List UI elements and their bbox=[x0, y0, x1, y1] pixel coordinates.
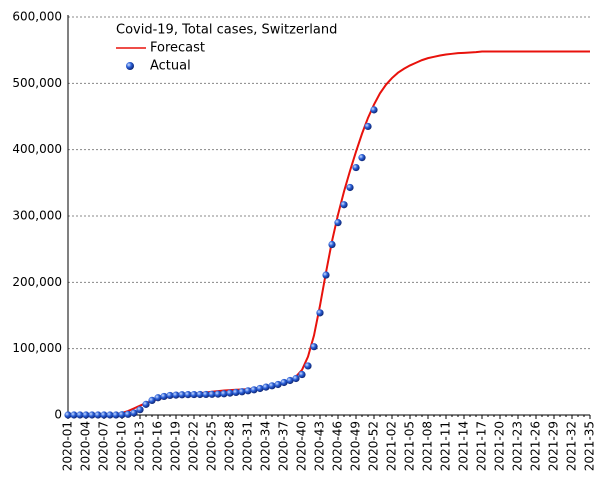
actual-point bbox=[232, 388, 240, 397]
actual-point bbox=[94, 411, 102, 419]
actual-point bbox=[172, 391, 180, 399]
x-tick-label: 2020-01 bbox=[61, 421, 75, 471]
x-tick-label: 2020-34 bbox=[259, 421, 273, 471]
actual-point bbox=[106, 411, 114, 419]
actual-point bbox=[358, 154, 366, 162]
actual-point bbox=[100, 411, 108, 419]
x-tick-label: 2020-49 bbox=[349, 421, 363, 471]
actual-point bbox=[88, 411, 96, 419]
actual-point bbox=[214, 390, 222, 398]
actual-point bbox=[304, 362, 312, 370]
actual-point bbox=[178, 391, 186, 399]
forecast-line bbox=[68, 50, 590, 416]
x-tick-label: 2020-28 bbox=[223, 421, 237, 471]
actual-point bbox=[298, 370, 306, 379]
actual-point bbox=[334, 219, 342, 227]
actual-point bbox=[184, 391, 192, 399]
y-tick-label: 600,000 bbox=[12, 10, 62, 24]
actual-point bbox=[340, 201, 348, 209]
actual-point bbox=[130, 409, 138, 417]
actual-point bbox=[160, 392, 168, 401]
x-tick-label: 2020-43 bbox=[313, 421, 327, 471]
x-tick-label: 2020-31 bbox=[241, 421, 255, 471]
actual-point bbox=[250, 386, 258, 394]
actual-point bbox=[274, 380, 282, 389]
actual-point bbox=[328, 240, 336, 249]
x-tick-label: 2021-11 bbox=[439, 421, 453, 471]
x-tick-label: 2021-02 bbox=[385, 421, 399, 471]
x-tick-label: 2021-20 bbox=[493, 421, 507, 471]
y-tick-label: 200,000 bbox=[12, 275, 62, 289]
actual-point bbox=[322, 271, 330, 279]
actual-point bbox=[76, 411, 84, 419]
actual-point bbox=[244, 387, 252, 395]
x-tick-label: 2020-16 bbox=[151, 421, 165, 471]
x-tick-label: 2020-04 bbox=[79, 421, 93, 471]
x-tick-label: 2020-07 bbox=[97, 421, 111, 471]
legend-marker bbox=[126, 62, 134, 70]
actual-point bbox=[280, 378, 288, 387]
x-tick-label: 2020-19 bbox=[169, 421, 183, 471]
legend-label: Forecast bbox=[150, 41, 205, 56]
x-tick-label: 2020-40 bbox=[295, 421, 309, 471]
actual-point bbox=[346, 183, 354, 192]
x-tick-label: 2020-22 bbox=[187, 421, 201, 471]
actual-point bbox=[64, 411, 72, 419]
legend-title: Covid-19, Total cases, Switzerland bbox=[116, 23, 337, 38]
actual-point bbox=[190, 390, 198, 399]
actual-point bbox=[268, 382, 276, 390]
x-tick-label: 2021-23 bbox=[511, 421, 525, 471]
actual-point bbox=[196, 390, 204, 399]
actual-point bbox=[136, 406, 144, 414]
actual-point bbox=[82, 411, 90, 419]
x-tick-label: 2020-13 bbox=[133, 421, 147, 471]
actual-point bbox=[112, 411, 120, 419]
x-tick-label: 2021-08 bbox=[421, 421, 435, 471]
x-tick-label: 2020-46 bbox=[331, 421, 345, 471]
actual-point bbox=[124, 410, 132, 418]
x-tick-label: 2021-14 bbox=[457, 421, 471, 471]
actual-point bbox=[238, 388, 246, 396]
y-tick-label: 500,000 bbox=[12, 76, 62, 90]
actual-point bbox=[370, 106, 378, 114]
y-tick-label: 400,000 bbox=[12, 142, 62, 156]
x-tick-label: 2021-26 bbox=[529, 421, 543, 471]
actual-point bbox=[364, 122, 372, 131]
y-tick-label: 300,000 bbox=[12, 209, 62, 223]
actual-point bbox=[154, 394, 162, 402]
actual-point bbox=[310, 343, 318, 351]
actual-point bbox=[70, 411, 78, 419]
actual-point bbox=[148, 396, 156, 405]
actual-point bbox=[202, 390, 210, 399]
actual-point bbox=[256, 384, 264, 393]
actual-point bbox=[286, 376, 294, 385]
actual-point bbox=[142, 400, 150, 408]
actual-point bbox=[292, 374, 300, 383]
legend-label: Actual bbox=[150, 59, 191, 74]
y-tick-label: 0 bbox=[54, 408, 62, 422]
actual-point bbox=[220, 390, 228, 398]
x-tick-label: 2020-37 bbox=[277, 421, 291, 471]
x-tick-label: 2021-05 bbox=[403, 421, 417, 471]
x-tick-label: 2021-17 bbox=[475, 421, 489, 471]
actual-point bbox=[208, 390, 216, 398]
actual-point bbox=[166, 391, 174, 400]
actual-point bbox=[316, 309, 324, 317]
x-tick-label: 2020-25 bbox=[205, 421, 219, 471]
y-tick-label: 100,000 bbox=[12, 341, 62, 355]
actual-point bbox=[262, 383, 270, 391]
x-tick-label: 2020-52 bbox=[367, 421, 381, 471]
x-tick-label: 2021-35 bbox=[583, 421, 597, 471]
x-tick-label: 2021-29 bbox=[547, 421, 561, 471]
actual-point bbox=[118, 411, 126, 419]
actual-point bbox=[352, 163, 360, 172]
x-tick-label: 2021-32 bbox=[565, 421, 579, 471]
x-tick-label: 2020-10 bbox=[115, 421, 129, 471]
actual-point bbox=[226, 389, 234, 397]
